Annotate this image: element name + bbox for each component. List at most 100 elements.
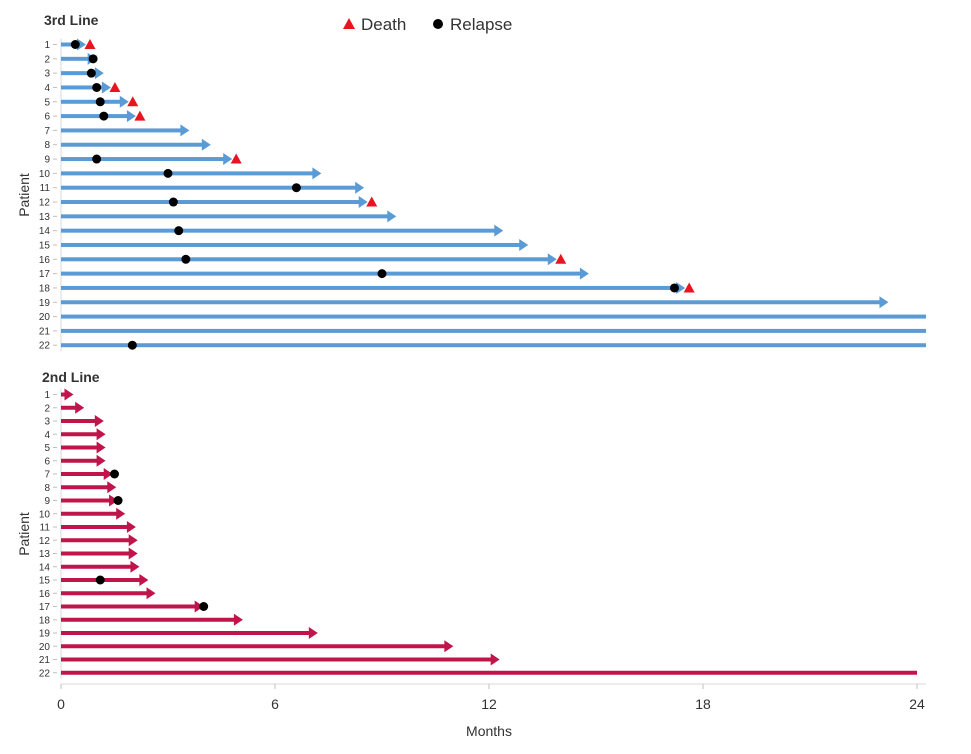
second-line-bar-5 xyxy=(61,445,98,450)
third-line-relapse-marker-1 xyxy=(70,40,80,49)
third-line-relapse-marker-14 xyxy=(174,226,184,236)
third-line-bar-13 xyxy=(61,214,389,219)
third-line-bar-1 xyxy=(61,42,78,47)
x-tick-label: 12 xyxy=(481,696,497,712)
third-line-arrow-16 xyxy=(547,253,557,266)
second-line-bar-13 xyxy=(61,551,130,556)
third-line-relapse-marker-2 xyxy=(88,54,98,64)
second-line-bar-9 xyxy=(61,498,111,503)
second-line-patient-label: 1 xyxy=(44,390,50,401)
third-line-bar-14 xyxy=(61,228,496,233)
second-line-patient-label: 9 xyxy=(44,496,50,507)
second-line-patient-label: 11 xyxy=(40,523,51,534)
second-line-arrow-11 xyxy=(126,521,136,533)
third-line-relapse-marker-16 xyxy=(181,254,191,264)
third-line-bar-19 xyxy=(61,300,881,305)
third-line-bar-8 xyxy=(61,142,203,147)
third-line-bar-17 xyxy=(61,271,581,276)
second-line-arrow-21 xyxy=(490,653,500,666)
second-line-patient-label: 3 xyxy=(44,417,50,428)
second-line-bar-14 xyxy=(61,564,132,569)
second-line-bar-2 xyxy=(61,405,77,410)
legend-relapse-marker xyxy=(433,19,443,29)
second-line-patient-label: 21 xyxy=(39,655,51,666)
third-line-patient-label: 1 xyxy=(44,40,50,51)
third-line-bar-3 xyxy=(61,71,96,76)
third-line-relapse-marker-22 xyxy=(127,340,137,350)
second-line-bar-7 xyxy=(61,472,105,476)
third-line-patient-label: 17 xyxy=(39,269,51,280)
second-line-arrow-14 xyxy=(130,560,140,573)
third-line-patient-label: 11 xyxy=(40,183,51,194)
second-line-patient-label: 8 xyxy=(44,483,50,494)
third-line-patient-label: 16 xyxy=(39,255,51,266)
third-line-relapse-marker-17 xyxy=(377,269,387,279)
third-line-panel-title: 3rd Line xyxy=(44,12,99,28)
second-line-arrow-18 xyxy=(233,613,243,626)
second-line-arrow-6 xyxy=(96,454,106,467)
third-line-bar-7 xyxy=(61,128,182,133)
x-tick-label: 0 xyxy=(57,696,65,712)
third-line-bar-16 xyxy=(61,257,549,262)
third-line-patient-label: 4 xyxy=(44,83,50,94)
third-line-arrow-15 xyxy=(519,238,529,251)
third-line-arrow-9 xyxy=(223,153,233,166)
second-line-arrow-16 xyxy=(146,587,156,600)
second-line-patient-label: 14 xyxy=(39,562,51,573)
third-line-bar-11 xyxy=(61,185,357,190)
third-line-relapse-marker-3 xyxy=(86,68,96,78)
second-line-patient-label: 15 xyxy=(39,576,51,587)
third-line-patient-label: 12 xyxy=(39,198,51,209)
legend-death-marker xyxy=(343,18,355,29)
second-line-arrow-13 xyxy=(128,547,138,560)
third-line-relapse-marker-10 xyxy=(163,168,173,178)
second-line-patient-label: 13 xyxy=(39,549,51,560)
second-line-patient-label: 18 xyxy=(39,615,51,626)
third-line-patient-label: 21 xyxy=(39,326,51,337)
second-line-arrow-2 xyxy=(75,401,85,414)
third-line-bar-4 xyxy=(61,85,103,90)
third-line-arrow-4 xyxy=(101,81,111,94)
second-line-bar-3 xyxy=(61,419,96,423)
second-line-y-axis-title: Patient xyxy=(16,512,32,556)
third-line-bar-20 xyxy=(61,314,926,319)
third-line-bar-18 xyxy=(61,285,678,290)
third-line-patient-label: 8 xyxy=(44,140,50,151)
second-line-bar-18 xyxy=(61,617,235,622)
third-line-patient-label: 9 xyxy=(44,155,50,166)
second-line-panel-title: 2nd Line xyxy=(42,369,100,385)
second-line-arrow-20 xyxy=(444,640,454,653)
second-line-bar-16 xyxy=(61,591,148,596)
third-line-patient-label: 5 xyxy=(44,97,50,108)
second-line-bar-4 xyxy=(61,432,98,437)
second-line-bar-8 xyxy=(61,485,109,490)
third-line-relapse-marker-11 xyxy=(291,183,301,193)
second-line-patient-label: 10 xyxy=(39,509,51,520)
third-line-death-marker-9 xyxy=(230,153,242,164)
second-line-patient-label: 6 xyxy=(44,456,50,467)
second-line-arrow-7 xyxy=(103,468,113,480)
second-line-relapse-marker-15 xyxy=(95,575,105,585)
third-line-arrow-7 xyxy=(180,124,190,137)
third-line-patient-label: 20 xyxy=(39,312,51,323)
third-line-death-marker-5 xyxy=(127,96,139,107)
third-line-arrow-12 xyxy=(358,196,368,209)
second-line-arrow-5 xyxy=(96,441,106,454)
third-line-patient-label: 2 xyxy=(44,54,50,65)
third-line-arrow-18 xyxy=(676,281,686,294)
third-line-patient-label: 13 xyxy=(39,212,51,223)
second-line-bar-6 xyxy=(61,458,98,463)
third-line-patient-label: 14 xyxy=(39,226,51,237)
third-line-patient-label: 6 xyxy=(44,112,50,123)
third-line-patient-label: 3 xyxy=(44,69,50,80)
second-line-relapse-marker-9 xyxy=(113,496,123,505)
second-line-bar-1 xyxy=(61,392,66,397)
second-line-relapse-marker-7 xyxy=(110,469,119,479)
third-line-y-axis-title: Patient xyxy=(16,173,32,217)
third-line-arrow-3 xyxy=(94,67,104,80)
second-line-patient-label: 22 xyxy=(39,668,51,679)
second-line-arrow-19 xyxy=(308,627,318,639)
third-line-patient-label: 18 xyxy=(39,283,51,294)
third-line-bar-9 xyxy=(61,157,225,162)
